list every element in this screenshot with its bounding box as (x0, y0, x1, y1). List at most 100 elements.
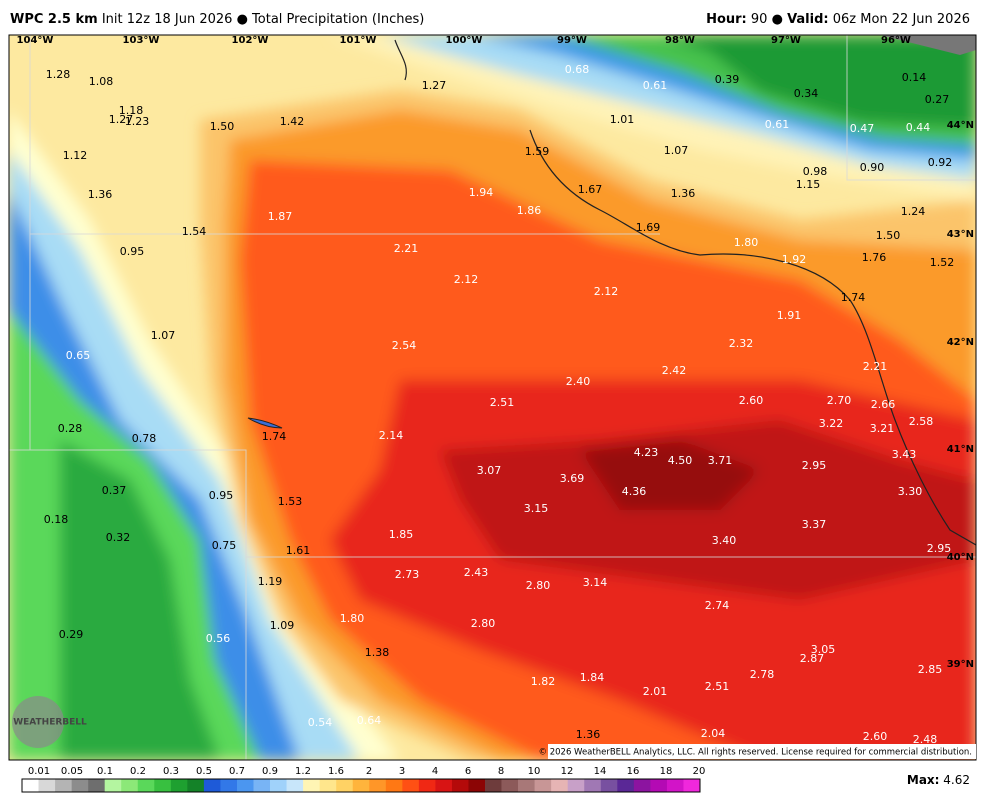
colorbar-cell (104, 779, 122, 792)
precip-value: 1.80 (340, 612, 365, 625)
precip-value: 1.67 (578, 183, 603, 196)
colorbar-cell (270, 779, 287, 792)
precip-value: 2.78 (750, 668, 775, 681)
precip-value: 1.07 (151, 329, 176, 342)
lake (247, 417, 283, 429)
colorbar-label: 14 (594, 766, 607, 777)
precip-value: 1.36 (88, 188, 113, 201)
colorbar-label: 0.05 (61, 766, 83, 777)
precip-value: 1.24 (901, 205, 926, 218)
precip-value: 0.65 (66, 349, 91, 362)
colorbar-cell (137, 779, 155, 792)
precip-value: 0.28 (58, 422, 83, 435)
precip-value: 1.87 (268, 210, 293, 223)
hour-label: Hour: (706, 12, 747, 27)
logo-globe (12, 696, 64, 748)
colorbar-cell (88, 779, 105, 792)
precip-value: 2.51 (490, 396, 515, 409)
precip-value: 1.27 (422, 79, 447, 92)
precip-value: 2.21 (394, 242, 419, 255)
precip-value: 1.74 (841, 291, 866, 304)
precip-value: 0.68 (565, 63, 590, 76)
lat-label: 43°N (947, 229, 974, 240)
precip-value: 1.09 (270, 619, 295, 632)
precip-value: 2.66 (871, 398, 896, 411)
colorbar-cell (253, 779, 271, 792)
precip-value: 1.52 (930, 256, 955, 269)
colorbar-cell (501, 779, 519, 792)
precip-value: 0.64 (357, 714, 382, 727)
precip-value: 2.21 (863, 360, 888, 373)
river (394, 39, 407, 81)
colorbar-label: 0.5 (196, 766, 212, 777)
precip-value: 3.07 (477, 464, 502, 477)
precip-value: 0.27 (925, 93, 950, 106)
precip-value: 2.14 (379, 429, 404, 442)
precip-value: 0.34 (794, 87, 819, 100)
precip-value: 1.38 (365, 646, 390, 659)
precip-value: 4.36 (622, 485, 647, 498)
colorbar-label: 0.7 (229, 766, 245, 777)
precip-value: 1.82 (531, 675, 556, 688)
precip-value: 1.76 (862, 251, 887, 264)
colorbar-label: 6 (465, 766, 471, 777)
precip-value: 0.95 (120, 245, 145, 258)
precip-value: 1.08 (89, 75, 114, 88)
colorbar-cell (451, 779, 469, 792)
precip-value: 1.54 (182, 225, 207, 238)
precip-value: 1.92 (782, 253, 807, 266)
lon-label: 103°W (123, 35, 160, 46)
colorbar-cell (418, 779, 436, 792)
colorbar-cell (567, 779, 585, 792)
precip-value: 2.74 (705, 599, 730, 612)
colorbar-label: 18 (660, 766, 673, 777)
colorbar-cell (518, 779, 535, 792)
precip-value: 2.04 (701, 727, 726, 740)
colorbar-cell (336, 779, 354, 792)
precip-value: 2.60 (863, 730, 888, 743)
precip-value: 3.43 (892, 448, 917, 461)
lon-label: 102°W (232, 35, 269, 46)
colorbar-cell (220, 779, 238, 792)
precip-value: 1.36 (671, 187, 696, 200)
colorbar-cell (385, 779, 403, 792)
precip-value: 0.78 (132, 432, 157, 445)
colorbar-cell (154, 779, 172, 792)
precip-value: 3.37 (802, 518, 827, 531)
precip-value: 1.80 (734, 236, 759, 249)
colorbar-cell (203, 779, 221, 792)
precip-value: 0.61 (765, 118, 790, 131)
precip-value: 2.51 (705, 680, 730, 693)
colorbar-cell (121, 779, 139, 792)
lat-label: 41°N (947, 444, 974, 455)
precip-value: 1.53 (278, 495, 303, 508)
precip-value: 0.29 (59, 628, 84, 641)
colorbar-cell (617, 779, 635, 792)
precip-value: 1.50 (210, 120, 235, 133)
precip-value: 0.95 (209, 489, 234, 502)
precip-value: 2.60 (739, 394, 764, 407)
colorbar-cell (369, 779, 387, 792)
precip-value: 1.61 (286, 544, 311, 557)
precip-value: 1.50 (876, 229, 901, 242)
precip-value: 0.90 (860, 161, 885, 174)
precip-value: 2.95 (802, 459, 827, 472)
precip-value: 2.70 (827, 394, 852, 407)
precip-value: 2.32 (729, 337, 754, 350)
max-label: Max: (907, 773, 940, 787)
colorbar-cell (22, 779, 39, 792)
precip-value: 0.47 (850, 122, 875, 135)
colorbar-cell (352, 779, 370, 792)
precip-value: 2.54 (392, 339, 417, 352)
precip-value: 1.15 (796, 178, 821, 191)
colorbar-label: 1.6 (328, 766, 344, 777)
lat-label: 39°N (947, 659, 974, 670)
colorbar-label: 0.1 (97, 766, 113, 777)
precip-value: 3.14 (583, 576, 608, 589)
colorbar-label: 1.2 (295, 766, 311, 777)
colorbar-cell (485, 779, 502, 792)
precip-value: 2.58 (909, 415, 934, 428)
colorbar-label: 2 (366, 766, 372, 777)
precip-value: 3.22 (819, 417, 844, 430)
colorbar-cell (236, 779, 254, 792)
